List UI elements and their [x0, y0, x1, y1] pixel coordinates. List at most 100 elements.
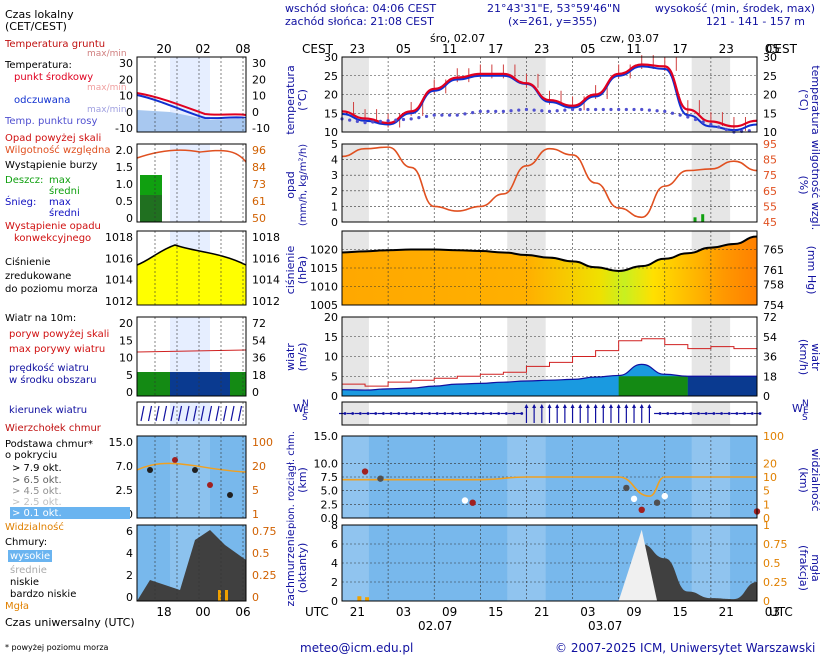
dewpoint-dot — [693, 117, 698, 122]
tick-label-right: 10 — [763, 126, 777, 139]
humidity-line — [341, 146, 758, 219]
cest-hour-label: 05 — [580, 42, 595, 56]
wind-arrow-head — [351, 412, 355, 415]
compass-s-right: S — [802, 413, 808, 423]
legend-rain: Deszcz: — [5, 175, 43, 186]
tick-label-left: 10 — [324, 351, 338, 364]
legend-conv2: konwekcyjnego — [14, 233, 91, 244]
dewpoint-dot — [478, 109, 482, 113]
compass-w-left: W — [293, 402, 304, 415]
wind-arrow-head — [624, 404, 629, 408]
utc-hour-label: 03 — [396, 605, 411, 619]
mini-feels-line — [136, 94, 247, 120]
utc-hour-label: 15 — [488, 605, 503, 619]
mini-local-hour: 08 — [235, 42, 250, 56]
legend-snow: Śnieg: — [5, 195, 36, 208]
mini-tick-left: 5 — [126, 369, 133, 382]
axis-wind: wiatr — [284, 343, 297, 371]
wind-arrow-head — [704, 412, 708, 415]
utc-right: UTC — [769, 605, 793, 619]
dewpoint-dot — [447, 113, 452, 117]
utc-hour-label: 15 — [673, 605, 688, 619]
tick-label-left: 10 — [324, 126, 338, 139]
axis-cover-unit: (oktanty) — [296, 543, 309, 594]
dewpoint-dot — [555, 109, 559, 113]
legend-snow-max: max — [49, 197, 71, 208]
mini-panel-2: 1018 1016 1014 1012 1018 1016 1014 1012 — [105, 230, 280, 308]
wind-arrow-head — [647, 404, 652, 408]
dewpoint-dot — [371, 120, 375, 124]
wind-arrow-head — [758, 412, 762, 415]
legend-okt45: > 4.5 okt. — [12, 486, 62, 497]
tick-label-right: 10 — [763, 471, 777, 484]
feels-line — [341, 65, 758, 132]
coords-text: 21°43'31"E, 53°59'46"N — [487, 2, 620, 15]
mini-panel-1: 2.0 1.5 1.0 0.5 0 96 84 73 61 50 — [116, 143, 266, 225]
utc-hour-label: 21 — [534, 605, 549, 619]
tick-label-left: 1 — [331, 200, 338, 213]
legend-wind-dir: kierunek wiatru — [9, 405, 87, 416]
dewpoint-dot — [640, 107, 644, 112]
legend-mid: średnie — [10, 564, 47, 576]
legend-soil-temp: Temperatura gruntu — [4, 39, 105, 50]
tz-left: CEST — [302, 42, 334, 56]
tick-label-right: 0 — [763, 390, 770, 403]
legend-snow-mean: średni — [49, 207, 80, 219]
visibility-line — [341, 476, 758, 497]
wind-arrow-head — [750, 412, 754, 415]
dewpoint-dot — [532, 108, 536, 112]
tick-label-right: 0.75 — [763, 538, 788, 551]
footer-email[interactable]: meteo@icm.edu.pl — [300, 641, 413, 655]
dewpoint-dot — [348, 118, 352, 122]
wind-band — [687, 376, 757, 396]
wind-arrow-head — [435, 412, 439, 415]
fog-bar — [357, 596, 362, 601]
tick-label-left: 1005 — [310, 299, 338, 312]
legend-okt79: > 7.9 okt. — [12, 463, 62, 474]
compass-e-left: E — [303, 406, 309, 416]
dewpoint-dot — [594, 107, 598, 112]
tick-label-left: 2 — [331, 185, 338, 198]
tick-label-right: 30 — [763, 51, 777, 64]
axis-wind-r: (km/h) — [797, 339, 810, 375]
mini-wind-band2 — [170, 372, 230, 396]
wind-arrow-head — [743, 412, 747, 415]
wind-arrow-head — [443, 412, 447, 415]
axis-temp-left-unit: (°C) — [296, 89, 309, 111]
mini-tick-right: 0.25 — [252, 569, 277, 582]
mini-tick-right: 84 — [252, 161, 266, 174]
mini-utc-hour: 00 — [195, 605, 210, 619]
dewpoint-dot — [701, 120, 705, 124]
wind-arrow-head — [539, 404, 544, 408]
dewpoint-dot — [647, 108, 652, 112]
mini-humidity-line — [136, 149, 247, 163]
legend: Czas lokalny (CET/CEST) Temperatura grun… — [4, 8, 135, 652]
legend-temperature: Temperatura: — [4, 60, 72, 71]
wind-arrow-head — [593, 404, 598, 408]
mini-border — [136, 316, 247, 397]
tick-label-right: 20 — [763, 89, 777, 102]
wind-arrow-head — [585, 404, 590, 408]
legend-okt25: > 2.5 okt. — [12, 497, 62, 508]
gust-line — [342, 338, 758, 387]
sunset-text: zachód słońca: 21:08 CEST — [285, 15, 434, 28]
utc-left: UTC — [305, 605, 329, 619]
tick-label-right: 85 — [763, 154, 777, 167]
tick-label-right: 5 — [763, 485, 770, 498]
dewpoint-dot — [632, 107, 636, 112]
fog-bar — [365, 597, 370, 601]
dewpoint-dot — [486, 109, 490, 113]
tick-label-left: 6 — [331, 538, 338, 551]
mini-tick-left: -10 — [115, 122, 133, 135]
legend-high: wysokie — [10, 551, 50, 562]
mini-tick-left: 0.5 — [116, 195, 134, 208]
axis-titles: temperatura (°C) (°C) temperatura opad (… — [284, 65, 820, 606]
dewpoint-dot — [540, 109, 544, 113]
legend-soil-maxmin: max/min — [87, 49, 127, 59]
wind-strong-band — [618, 376, 688, 396]
axis-wind-unit: (m/s) — [296, 343, 309, 372]
panel-bg — [342, 144, 757, 222]
tick-label-right: 761 — [763, 264, 784, 277]
legend-dewpoint: Temp. punktu rosy — [4, 116, 97, 127]
